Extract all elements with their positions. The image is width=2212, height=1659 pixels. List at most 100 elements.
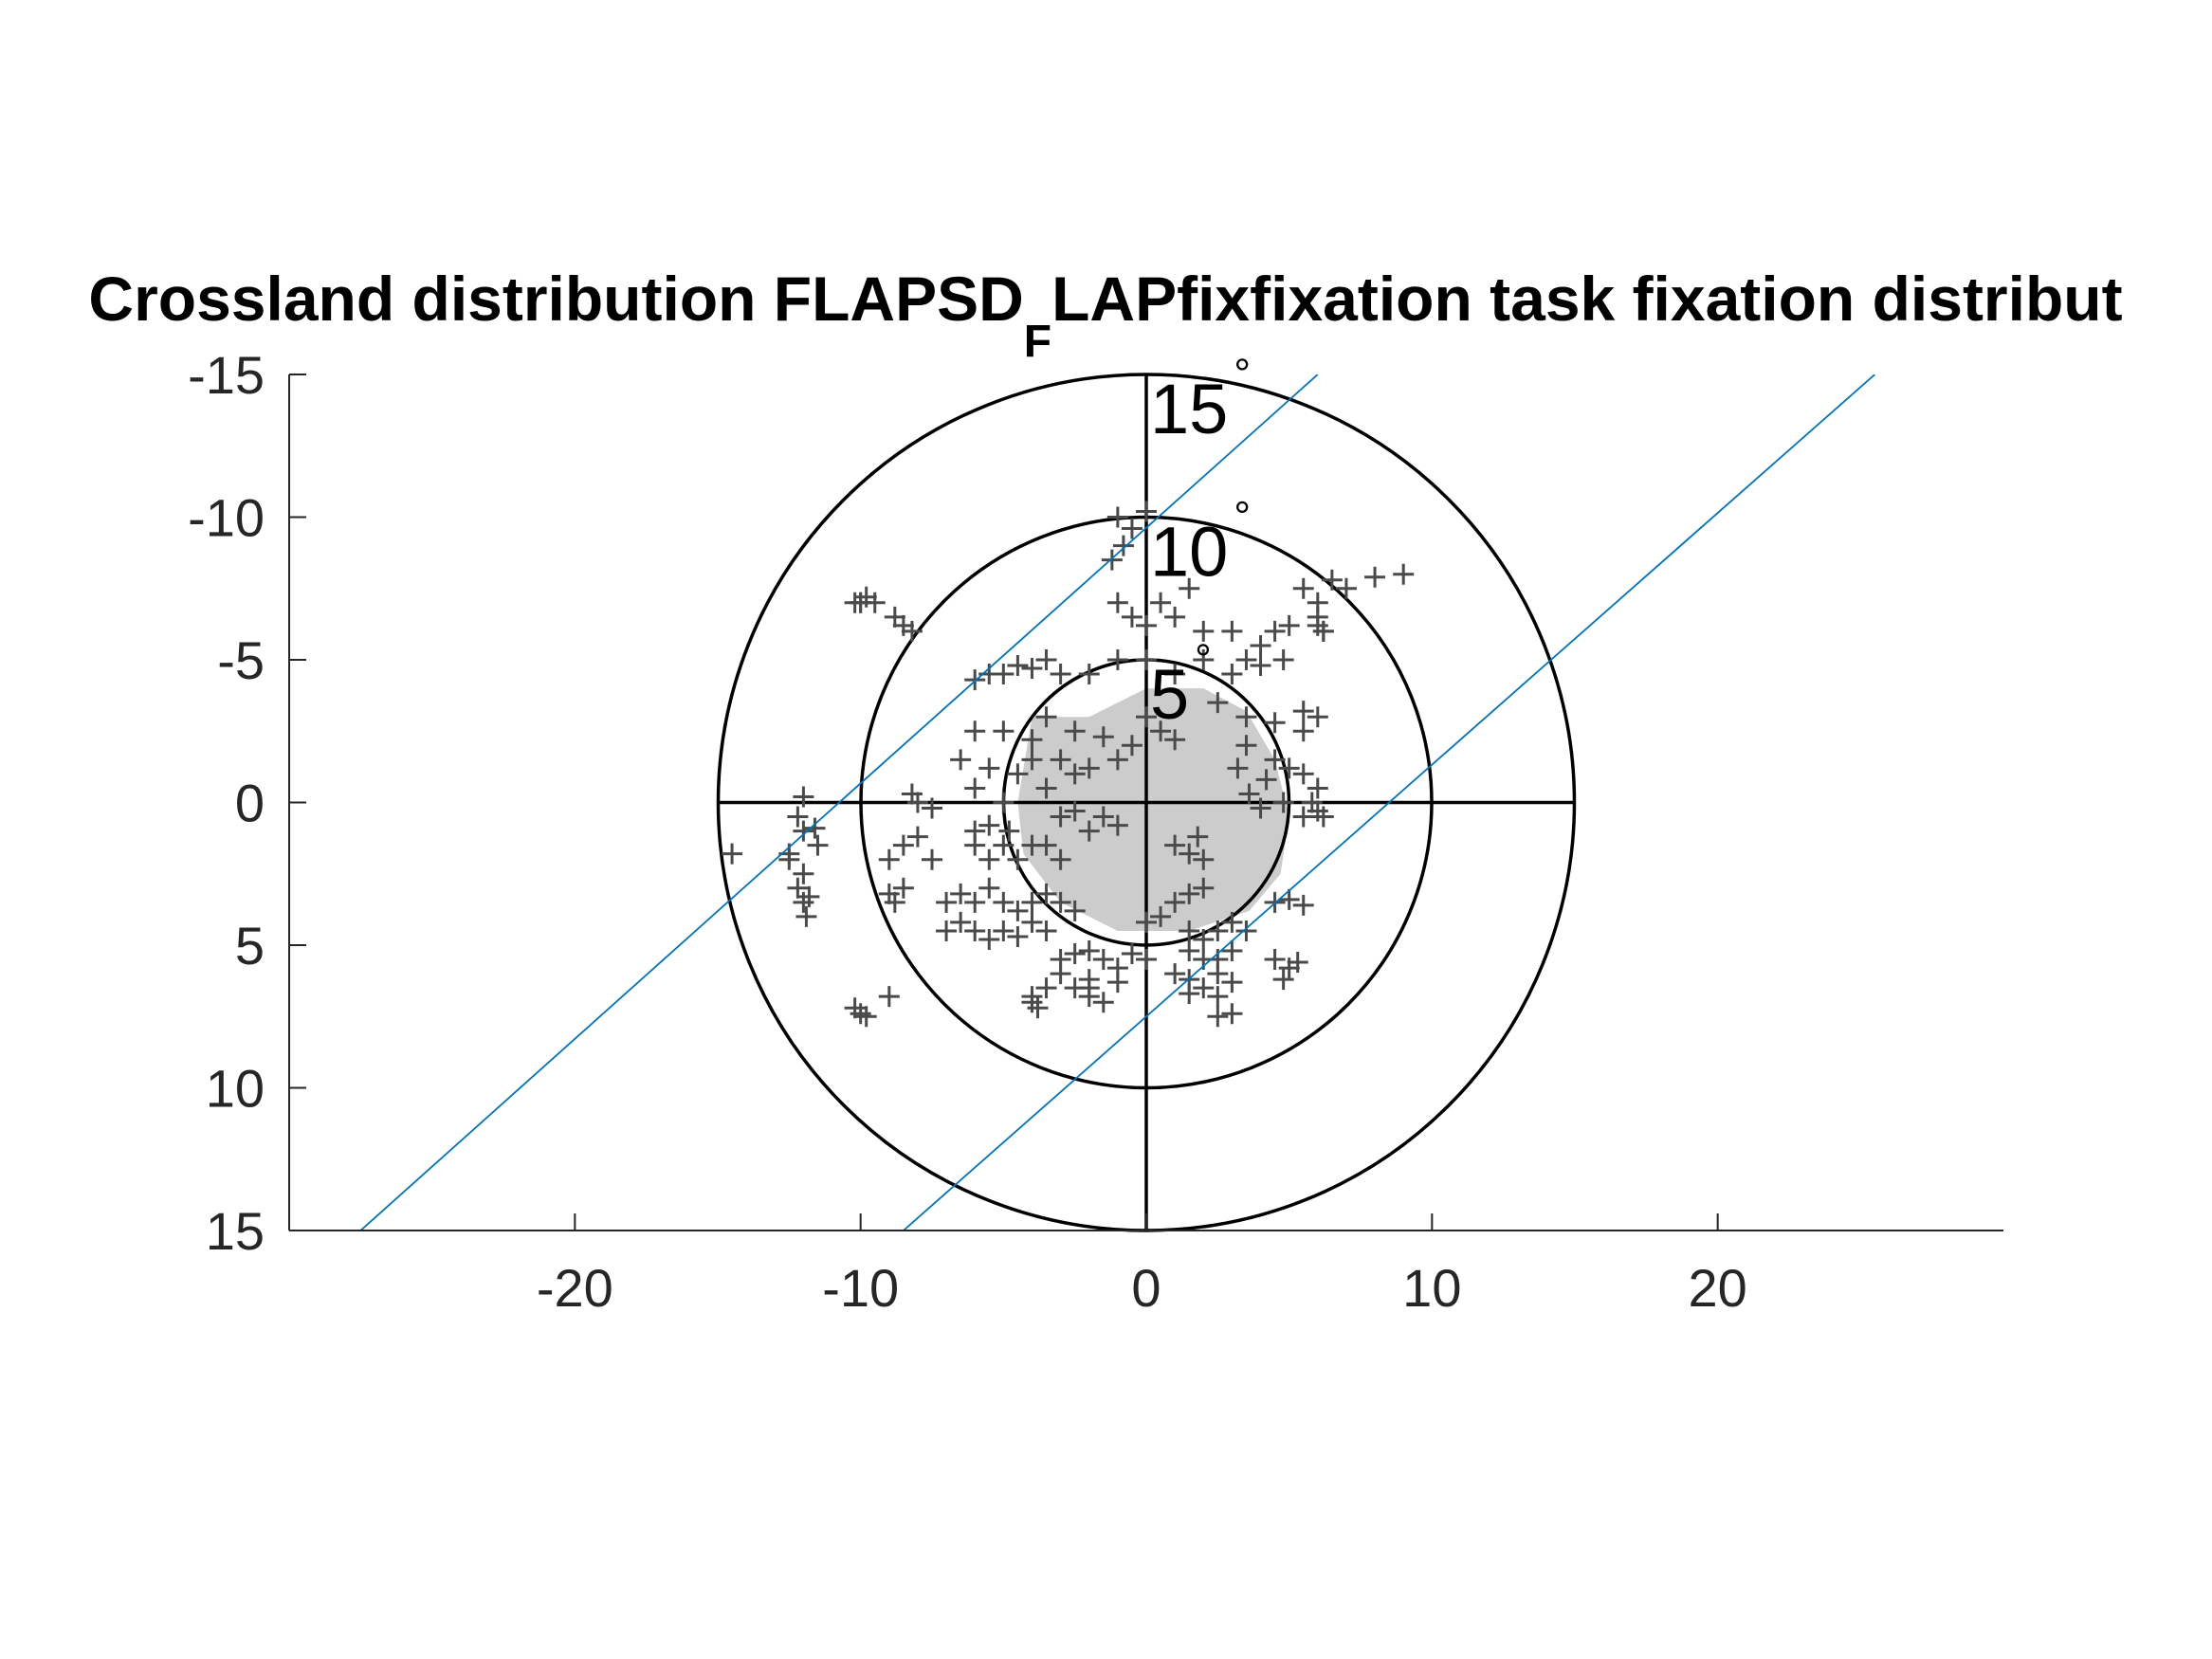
fixation-point bbox=[1207, 986, 1229, 1008]
fixation-point bbox=[787, 806, 809, 828]
fixation-point bbox=[1007, 848, 1029, 870]
fixation-point bbox=[1007, 763, 1029, 785]
fixation-point bbox=[793, 786, 814, 808]
fixation-point bbox=[1007, 655, 1029, 677]
fixation-point bbox=[1393, 563, 1415, 585]
fixation-point bbox=[1064, 943, 1086, 965]
fixation-point bbox=[1050, 848, 1071, 870]
ring-label-degree: ° bbox=[1234, 494, 1251, 540]
fixation-point bbox=[1179, 843, 1200, 865]
fixation-point bbox=[1264, 749, 1286, 771]
ring-labels: 5 °10 °15 ° bbox=[1150, 351, 1251, 734]
fixation-point bbox=[1106, 649, 1128, 670]
fixation-point bbox=[1035, 706, 1057, 728]
fixation-point bbox=[884, 891, 905, 913]
fixation-point bbox=[950, 911, 972, 933]
fixation-point bbox=[906, 826, 928, 848]
fixation-point bbox=[1193, 928, 1215, 950]
fixation-point bbox=[1179, 920, 1200, 941]
fixation-point bbox=[1136, 614, 1157, 636]
fixation-point bbox=[1064, 763, 1086, 785]
fixation-point bbox=[878, 986, 900, 1008]
fixation-point bbox=[850, 1003, 871, 1025]
fixation-point bbox=[1179, 940, 1200, 962]
fixation-point bbox=[1121, 735, 1143, 757]
fixation-point bbox=[1164, 606, 1186, 628]
fixation-point bbox=[1235, 735, 1257, 757]
chart-title-rest: LAPfixfixation task fixation distribut bbox=[1051, 264, 2122, 334]
fixation-point bbox=[964, 891, 986, 913]
fixation-point bbox=[1106, 592, 1128, 613]
fixation-point bbox=[1078, 820, 1100, 842]
fixation-point bbox=[1250, 634, 1271, 656]
fixation-point bbox=[1292, 720, 1314, 742]
fixation-point bbox=[1292, 894, 1314, 916]
fixation-point bbox=[1027, 997, 1049, 1019]
fixation-point bbox=[1364, 566, 1386, 588]
chart-title-subscript: F bbox=[1024, 317, 1051, 367]
fixation-point bbox=[1221, 1003, 1243, 1025]
fixation-point bbox=[1064, 900, 1086, 921]
fixation-point bbox=[1150, 905, 1172, 927]
fixation-point bbox=[1035, 883, 1057, 904]
fixation-point bbox=[1207, 963, 1229, 985]
fixation-point bbox=[1050, 664, 1071, 685]
fixation-point bbox=[1150, 720, 1172, 742]
fixation-point bbox=[878, 848, 900, 870]
y-tick-label: -5 bbox=[217, 630, 265, 690]
fixation-point bbox=[1307, 614, 1328, 636]
fixation-point bbox=[1050, 891, 1071, 913]
fixation-point bbox=[1064, 800, 1086, 822]
fixation-point bbox=[722, 843, 743, 865]
ring-label-15: 15 ° bbox=[1150, 351, 1251, 448]
ring-label-5: 5 ° bbox=[1150, 636, 1212, 734]
fixation-point bbox=[1050, 806, 1071, 828]
fixation-point bbox=[936, 920, 958, 941]
x-tick-label: 0 bbox=[1131, 1258, 1161, 1318]
fixation-point bbox=[1278, 757, 1300, 779]
fixation-point bbox=[1179, 883, 1200, 904]
fixation-point bbox=[1235, 920, 1257, 941]
fixation-point bbox=[892, 834, 914, 856]
y-tick-label: 15 bbox=[206, 1201, 265, 1261]
fixation-point bbox=[1255, 769, 1277, 791]
ring-label-degree: ° bbox=[1195, 636, 1212, 683]
fixation-point bbox=[1272, 649, 1294, 670]
fixation-point bbox=[1035, 777, 1057, 799]
chart-title: Crossland distribution FLAPSDFLAPfixfixa… bbox=[88, 264, 2122, 367]
fixation-point bbox=[1121, 518, 1143, 539]
fixation-point bbox=[1078, 664, 1100, 685]
fixation-point bbox=[1136, 501, 1157, 522]
fixation-point bbox=[1106, 814, 1128, 836]
fixation-point bbox=[1221, 972, 1243, 994]
fixation-point bbox=[1238, 783, 1260, 805]
fixation-point bbox=[901, 783, 923, 805]
x-tick-label: 20 bbox=[1689, 1258, 1747, 1318]
fixation-point bbox=[787, 877, 809, 899]
fixation-point bbox=[1007, 900, 1029, 921]
fixation-point bbox=[1092, 806, 1114, 828]
fixation-point bbox=[1312, 806, 1334, 828]
fixation-point bbox=[978, 757, 1000, 779]
fixation-point bbox=[1179, 983, 1200, 1005]
x-tick-label: -20 bbox=[537, 1258, 613, 1318]
fixation-point bbox=[1021, 992, 1043, 1013]
fixation-point bbox=[964, 820, 986, 842]
fixation-point bbox=[1164, 834, 1186, 856]
fixation-point bbox=[1101, 549, 1123, 571]
fixation-point bbox=[892, 877, 914, 899]
fixation-point bbox=[844, 997, 866, 1019]
fixation-point bbox=[1207, 1006, 1229, 1028]
fixation-point bbox=[1292, 763, 1314, 785]
fixation-point bbox=[1187, 826, 1209, 848]
fixation-point bbox=[950, 749, 972, 771]
fixation-point bbox=[1264, 620, 1286, 642]
fixation-point bbox=[1335, 577, 1357, 599]
fixation-point bbox=[1021, 911, 1043, 933]
fixation-point bbox=[1121, 606, 1143, 628]
fixation-point bbox=[1292, 701, 1314, 722]
fixation-point bbox=[978, 928, 1000, 950]
fixation-point bbox=[950, 883, 972, 904]
fixation-point bbox=[1092, 726, 1114, 748]
fixation-point bbox=[1035, 920, 1057, 941]
